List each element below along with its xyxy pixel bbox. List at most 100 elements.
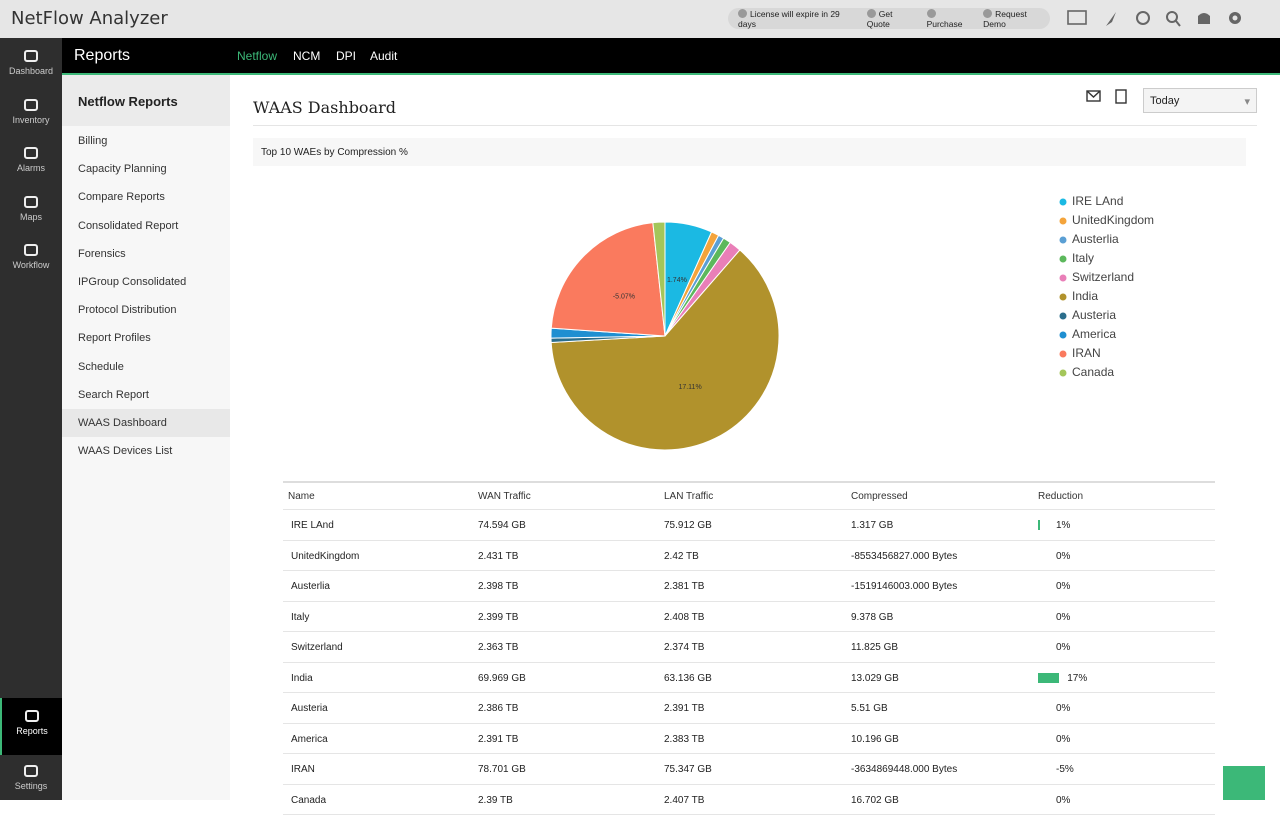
- cell-text: 1.317 GB: [851, 520, 893, 531]
- menu-item[interactable]: Protocol Distribution: [62, 296, 230, 324]
- legend-label[interactable]: India: [1072, 289, 1098, 303]
- cell-text: -5%: [1056, 764, 1074, 775]
- tab[interactable]: NCM: [293, 49, 320, 63]
- sidebar-label: Settings: [15, 781, 48, 791]
- menu-item[interactable]: WAAS Devices List: [62, 437, 230, 465]
- menu-item[interactable]: Search Report: [62, 381, 230, 409]
- cell-text: 75.912 GB: [664, 520, 712, 531]
- reduction-bar: [1038, 673, 1059, 683]
- sidebar-label: Dashboard: [9, 66, 53, 76]
- action-icons: [1086, 89, 1130, 105]
- cell-text: 2.374 TB: [664, 642, 704, 653]
- cell-text: 10.196 GB: [851, 734, 899, 745]
- sidebar-label: Alarms: [17, 163, 45, 173]
- legend-label[interactable]: UnitedKingdom: [1072, 213, 1154, 227]
- menu-item[interactable]: Forensics: [62, 240, 230, 268]
- sidebar-label: Maps: [20, 212, 42, 222]
- panel-title: Top 10 WAEs by Compression %: [253, 138, 1246, 166]
- link[interactable]: Purchase: [927, 9, 974, 29]
- icon: [25, 710, 39, 722]
- icon: [24, 765, 38, 777]
- range-text: Today: [1150, 95, 1179, 107]
- date-range-select[interactable]: Today▾: [1143, 88, 1257, 113]
- menu-item[interactable]: Billing: [62, 127, 230, 155]
- legend-label[interactable]: Canada: [1072, 365, 1114, 379]
- cell-text: 2.363 TB: [478, 642, 518, 653]
- legend-label[interactable]: America: [1072, 327, 1116, 341]
- column-header[interactable]: Compressed: [851, 491, 908, 502]
- sidebar-label: Inventory: [12, 115, 49, 125]
- page-title: WAAS Dashboard: [253, 98, 396, 117]
- sidebar-item[interactable]: Alarms: [0, 147, 62, 173]
- cell-text: 2.386 TB: [478, 703, 518, 714]
- cell-text: 16.702 GB: [851, 795, 899, 806]
- menu-item[interactable]: Compare Reports: [62, 183, 230, 211]
- legend-marker: [1060, 199, 1067, 206]
- menu-item[interactable]: Consolidated Report: [62, 212, 230, 240]
- cell-text: 0%: [1056, 642, 1070, 653]
- chat-button[interactable]: [1223, 766, 1265, 800]
- menu-item[interactable]: WAAS Dashboard: [62, 409, 230, 437]
- menu-item[interactable]: IPGroup Consolidated: [62, 268, 230, 296]
- column-header[interactable]: Name: [288, 491, 315, 502]
- link[interactable]: Get Quote: [867, 9, 917, 29]
- sidebar-item[interactable]: Inventory: [0, 99, 62, 125]
- legend-marker: [1060, 218, 1067, 225]
- nav-bar: Reports Netflow NCM DPI Audit: [0, 38, 1280, 75]
- tab[interactable]: DPI: [336, 49, 356, 63]
- cell-text: 75.347 GB: [664, 764, 712, 775]
- sidebar-item[interactable]: Maps: [0, 196, 62, 222]
- column-header[interactable]: Reduction: [1038, 491, 1083, 502]
- divider: [253, 125, 1257, 126]
- column-header[interactable]: WAN Traffic: [478, 491, 531, 502]
- legend-marker: [1060, 332, 1067, 339]
- tab[interactable]: Audit: [370, 49, 397, 63]
- legend-label[interactable]: IRE LAnd: [1072, 194, 1123, 208]
- legend-marker: [1060, 256, 1067, 263]
- sidebar-item[interactable]: Workflow: [0, 244, 62, 270]
- cell-text: 1%: [1056, 520, 1070, 531]
- cell-text: 74.594 GB: [478, 520, 526, 531]
- menu-item[interactable]: Schedule: [62, 353, 230, 381]
- menu-item[interactable]: Capacity Planning: [62, 155, 230, 183]
- cell-text: 0%: [1056, 581, 1070, 592]
- cell-text: 2.408 TB: [664, 612, 704, 623]
- cell-text: 0%: [1056, 703, 1070, 714]
- sidebar-item[interactable]: Reports: [0, 698, 62, 755]
- cell-text: 0%: [1056, 612, 1070, 623]
- tab[interactable]: Netflow: [237, 49, 277, 63]
- legend-marker: [1060, 351, 1067, 358]
- legend-label[interactable]: Italy: [1072, 251, 1094, 265]
- column-header[interactable]: LAN Traffic: [664, 491, 713, 502]
- icon: [24, 244, 38, 256]
- toolbar-icons: [1066, 8, 1256, 30]
- sidebar-item[interactable]: Dashboard: [0, 50, 62, 76]
- legend-label[interactable]: Austeria: [1072, 308, 1116, 322]
- cell-text: -3634869448.000 Bytes: [851, 764, 957, 775]
- menu-item[interactable]: Report Profiles: [62, 324, 230, 352]
- legend-label[interactable]: IRAN: [1072, 346, 1101, 360]
- sidebar-item[interactable]: Settings: [0, 753, 62, 813]
- cell-text: 9.378 GB: [851, 612, 893, 623]
- license[interactable]: License will expire in 29 days: [738, 9, 857, 29]
- cell-text: 2.399 TB: [478, 612, 518, 623]
- cell-text: 2.39 TB: [478, 795, 513, 806]
- legend-label[interactable]: Austerlia: [1072, 232, 1119, 246]
- cell-text: America: [291, 734, 328, 745]
- cell-text: 69.969 GB: [478, 673, 526, 684]
- menu-title: Netflow Reports: [62, 75, 230, 126]
- cell-text: 2.431 TB: [478, 551, 518, 562]
- cell-text: -8553456827.000 Bytes: [851, 551, 957, 562]
- legend-label[interactable]: Switzerland: [1072, 270, 1134, 284]
- cell-text: 2.391 TB: [664, 703, 704, 714]
- link[interactable]: Request Demo: [983, 9, 1050, 29]
- sidebar-label: Reports: [16, 726, 48, 736]
